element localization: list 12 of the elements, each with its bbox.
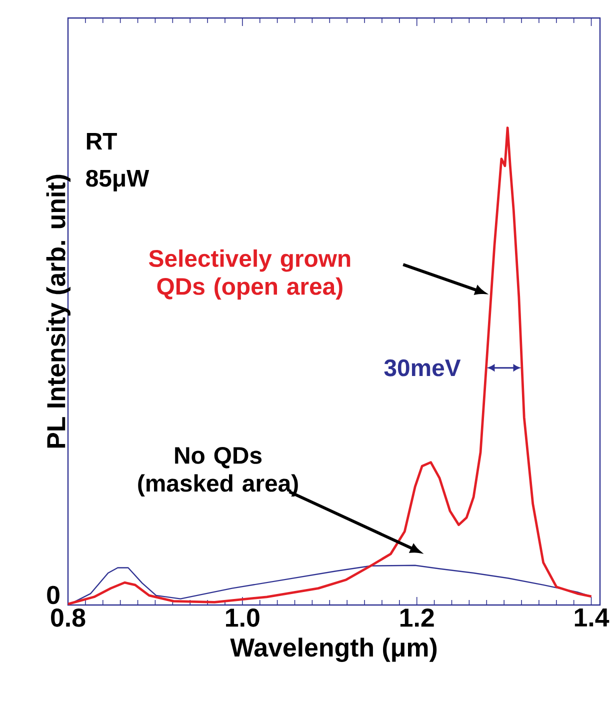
- x-tick-label: 0.8: [51, 608, 86, 627]
- x-tick-label: 1.4: [574, 608, 610, 626]
- annotation: 85μW: [86, 170, 150, 192]
- text: Selectively grown QDs (open area): [148, 249, 350, 300]
- x-tick-label: 1.0: [226, 608, 260, 627]
- annotation: No QDs (masked area): [138, 446, 298, 497]
- annotation: RT: [86, 133, 117, 150]
- y-axis-title: PL Intensity (arb. unit): [46, 174, 70, 448]
- x-tick-label: 1.2: [400, 608, 434, 627]
- annotation: 30meV: [384, 359, 461, 376]
- text: 0: [47, 586, 60, 604]
- x-axis-title: Wavelength (μm): [230, 638, 437, 662]
